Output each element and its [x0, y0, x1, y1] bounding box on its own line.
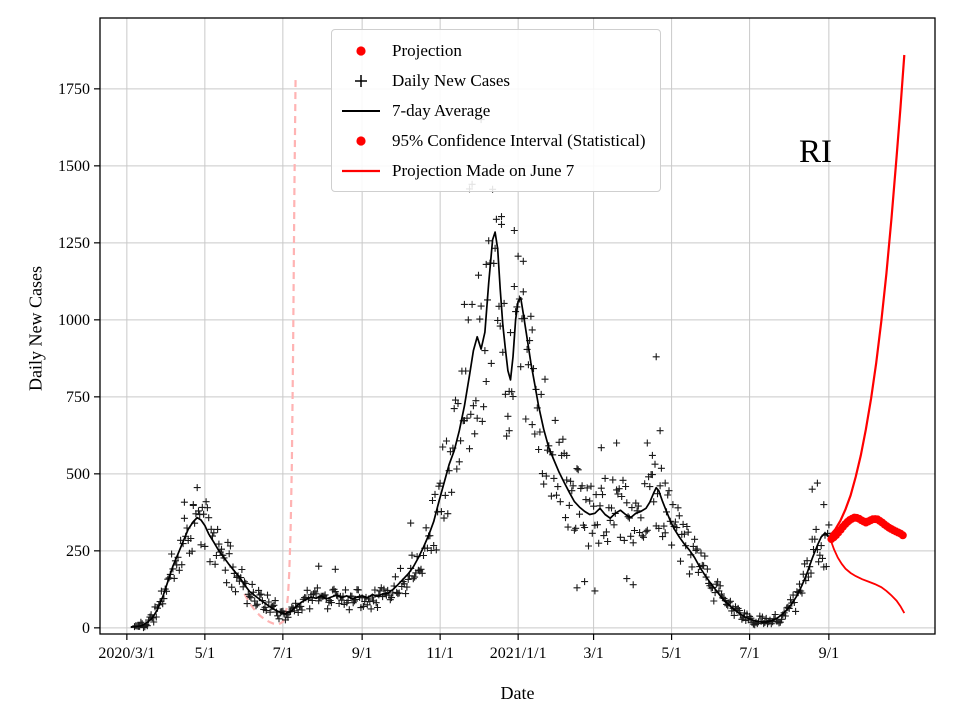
- y-tick-label: 1750: [58, 81, 90, 98]
- legend-item: Daily New Cases: [339, 67, 646, 94]
- plot-frame: [99, 17, 936, 635]
- red-line-icon: [342, 169, 380, 172]
- legend-item: Projection Made on June 7: [339, 157, 646, 184]
- x-tick-label: 3/1: [583, 645, 603, 662]
- ci-upper-line: [829, 54, 906, 537]
- x-tick-label: 2021/1/1: [490, 645, 547, 662]
- legend-item: Projection: [339, 37, 646, 64]
- plot-series: [130, 54, 907, 632]
- legend-item: 7-day Average: [339, 97, 646, 124]
- axis-ticks: [94, 88, 830, 640]
- plus-marker-icon: [355, 74, 367, 87]
- y-tick-label: 1250: [58, 235, 90, 252]
- june7-projection-line: [243, 76, 297, 626]
- chart-legend: Projection Daily New Cases 7-day Average 95…: [331, 29, 661, 192]
- y-tick-label: 250: [66, 543, 90, 560]
- x-tick-label: 7/1: [739, 645, 759, 662]
- y-tick-label: 750: [66, 389, 90, 406]
- y-tick-label: 1000: [58, 312, 90, 329]
- red-dot-icon: [356, 45, 366, 56]
- projection-dots: [827, 513, 907, 544]
- legend-item-label: Daily New Cases: [392, 71, 511, 90]
- x-tick-label: 5/1: [195, 645, 215, 662]
- x-tick-label: 9/1: [819, 645, 839, 662]
- y-axis-label: Daily New Cases: [25, 266, 46, 391]
- red-dot-icon: [356, 135, 366, 146]
- legend-item-label: 95% Confidence Interval (Statistical): [392, 131, 646, 150]
- x-tick-label: 5/1: [661, 645, 681, 662]
- state-annotation: RI: [799, 134, 832, 170]
- legend-item: 95% Confidence Interval (Statistical): [339, 127, 646, 154]
- tick-labels: 2020/3/1 5/1 7/1 9/1 11/1 2021/1/1 3/1 5/1 7/1 9/…: [58, 81, 839, 662]
- avg-line: [130, 231, 833, 629]
- x-tick-label: 11/1: [426, 645, 454, 662]
- black-line-icon: [342, 109, 380, 112]
- y-tick-label: 0: [82, 620, 90, 637]
- x-tick-label: 9/1: [352, 645, 372, 662]
- legend-item-label: Projection Made on June 7: [392, 161, 575, 180]
- x-tick-label: 2020/3/1: [98, 645, 155, 662]
- y-tick-label: 500: [66, 466, 90, 483]
- y-tick-label: 1500: [58, 158, 90, 175]
- ci-lower-line: [829, 538, 906, 614]
- daily-cases-scatter: [131, 116, 834, 632]
- x-tick-label: 7/1: [273, 645, 293, 662]
- legend-item-label: 7-day Average: [392, 101, 491, 120]
- x-axis-label: Date: [500, 683, 535, 703]
- legend-item-label: Projection: [392, 41, 462, 60]
